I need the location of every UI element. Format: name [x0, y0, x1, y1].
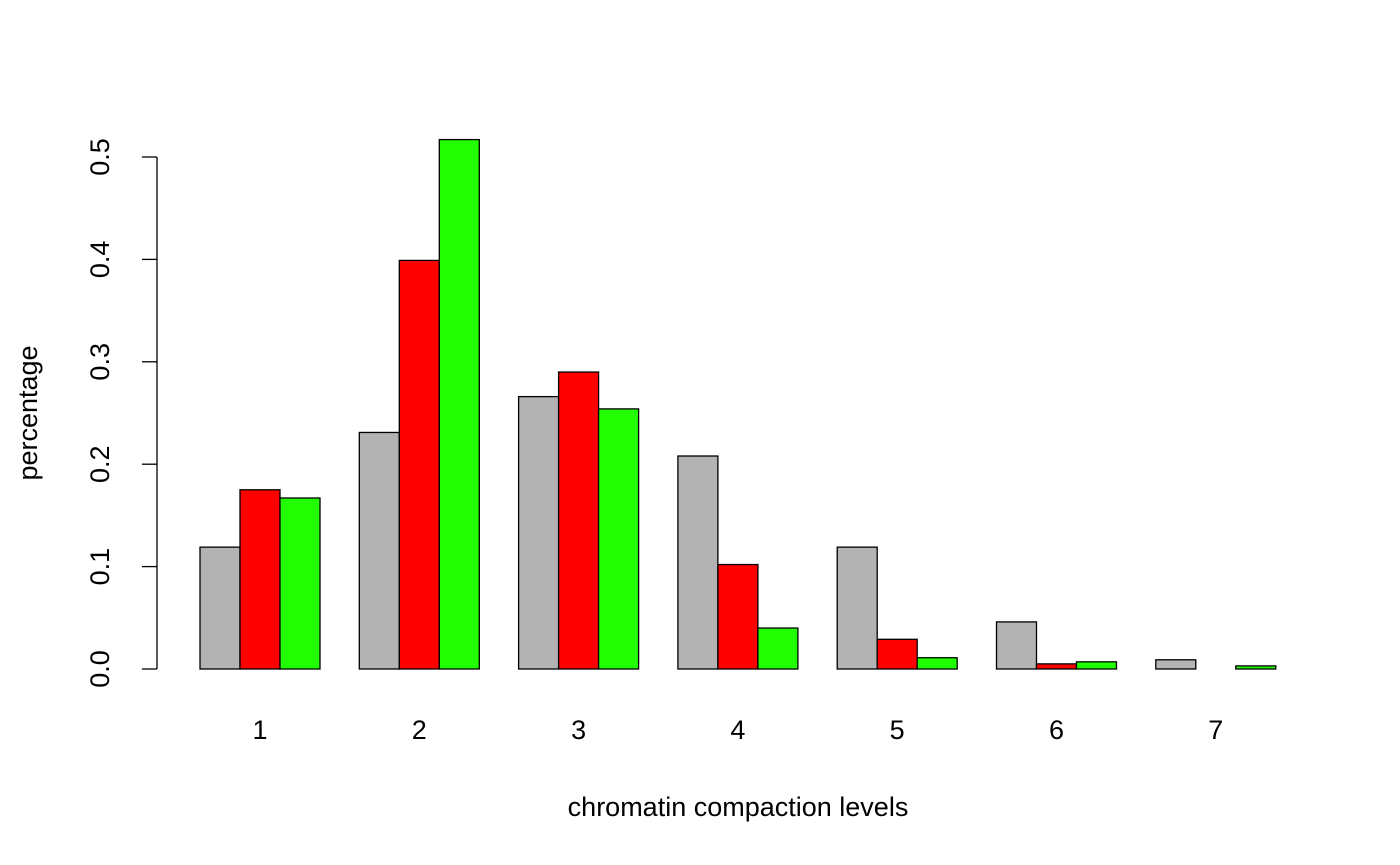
x-tick-label: 2: [412, 715, 427, 745]
x-tick-label: 3: [571, 715, 586, 745]
x-axis: 1 2 3 4 5 6 7: [252, 715, 1223, 745]
bar-level-1-series-2: [239, 489, 281, 670]
bars-layer: [199, 138, 1277, 670]
y-tick-label: 0.1: [85, 548, 115, 586]
y-axis: 0.0 0.1 0.2 0.3 0.4 0.5: [85, 138, 158, 688]
bar-level-7-series-1: [1155, 659, 1197, 670]
x-tick-label: 7: [1208, 715, 1223, 745]
x-tick-label: 6: [1049, 715, 1064, 745]
y-tick-label: 0.0: [85, 650, 115, 688]
y-tick-label: 0.5: [85, 138, 115, 176]
bar-level-3-series-3: [597, 408, 640, 670]
bar-level-2-series-2: [398, 259, 440, 670]
y-tick-label: 0.3: [85, 343, 115, 381]
x-tick-label: 4: [730, 715, 745, 745]
bar-level-7-series-3: [1235, 665, 1277, 670]
bar-level-4-series-3: [757, 627, 799, 670]
x-tick-label: 1: [252, 715, 267, 745]
y-tick-label: 0.2: [85, 445, 115, 483]
bar-level-6-series-3: [1075, 661, 1118, 670]
bar-level-4-series-1: [677, 455, 719, 670]
y-axis-title: percentage: [13, 345, 43, 480]
bar-level-3-series-2: [557, 371, 600, 670]
bar-level-2-series-3: [438, 138, 480, 670]
bar-level-5-series-2: [876, 638, 918, 670]
y-tick-label: 0.4: [85, 241, 115, 279]
bar-level-5-series-3: [916, 657, 958, 670]
bar-level-1-series-1: [199, 546, 241, 670]
bar-level-6-series-2: [1035, 663, 1078, 670]
bar-level-5-series-1: [836, 546, 878, 670]
bar-level-2-series-1: [358, 431, 400, 670]
bar-level-4-series-2: [717, 563, 759, 670]
x-tick-label: 5: [890, 715, 905, 745]
x-axis-title: chromatin compaction levels: [568, 792, 909, 822]
bar-level-3-series-1: [517, 395, 560, 670]
bar-level-1-series-3: [279, 497, 321, 670]
bar-level-6-series-1: [995, 621, 1038, 670]
